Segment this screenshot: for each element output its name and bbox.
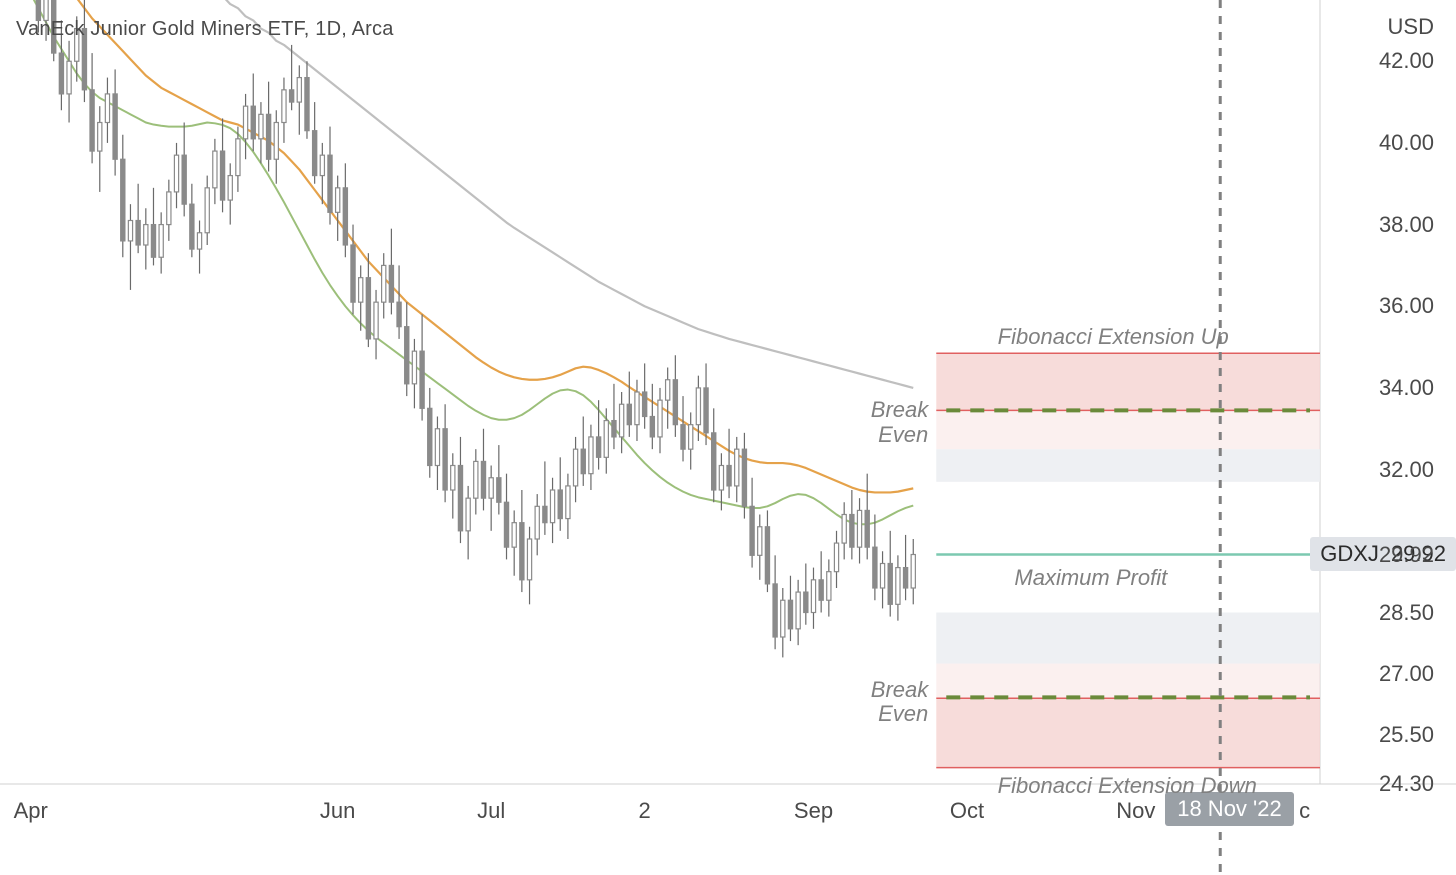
price-tag-symbol: GDXJ	[1320, 541, 1379, 567]
y-tick: 24.30	[1379, 771, 1434, 797]
x-tick: Jul	[477, 798, 505, 824]
x-tick: Sep	[794, 798, 833, 824]
y-tick: 29.92	[1379, 542, 1434, 568]
x-tick: Jun	[320, 798, 355, 824]
x-tick: Apr	[14, 798, 48, 824]
y-axis-currency: USD	[1388, 14, 1434, 40]
y-tick: 32.00	[1379, 457, 1434, 483]
y-tick: 40.00	[1379, 130, 1434, 156]
annotation-label: BreakEven	[871, 398, 928, 446]
annotation-label: Fibonacci Extension Down	[998, 774, 1257, 798]
y-tick: 38.00	[1379, 212, 1434, 238]
chart-svg	[0, 0, 1456, 875]
y-tick: 28.50	[1379, 600, 1434, 626]
annotation-label: Maximum Profit	[1014, 566, 1167, 590]
x-tick: Oct	[950, 798, 984, 824]
y-tick: 42.00	[1379, 48, 1434, 74]
y-tick: 34.00	[1379, 375, 1434, 401]
y-tick: 25.50	[1379, 722, 1434, 748]
chart-title: VanEck Junior Gold Miners ETF, 1D, Arca	[16, 18, 394, 41]
y-tick: 36.00	[1379, 293, 1434, 319]
annotation-label: Fibonacci Extension Up	[998, 325, 1229, 349]
annotation-label: BreakEven	[871, 678, 928, 726]
x-tick: Nov	[1116, 798, 1155, 824]
y-tick: 27.00	[1379, 661, 1434, 687]
x-tick: 2	[639, 798, 651, 824]
chart-container[interactable]: VanEck Junior Gold Miners ETF, 1D, Arca …	[0, 0, 1456, 875]
x-tick: c	[1299, 798, 1310, 824]
